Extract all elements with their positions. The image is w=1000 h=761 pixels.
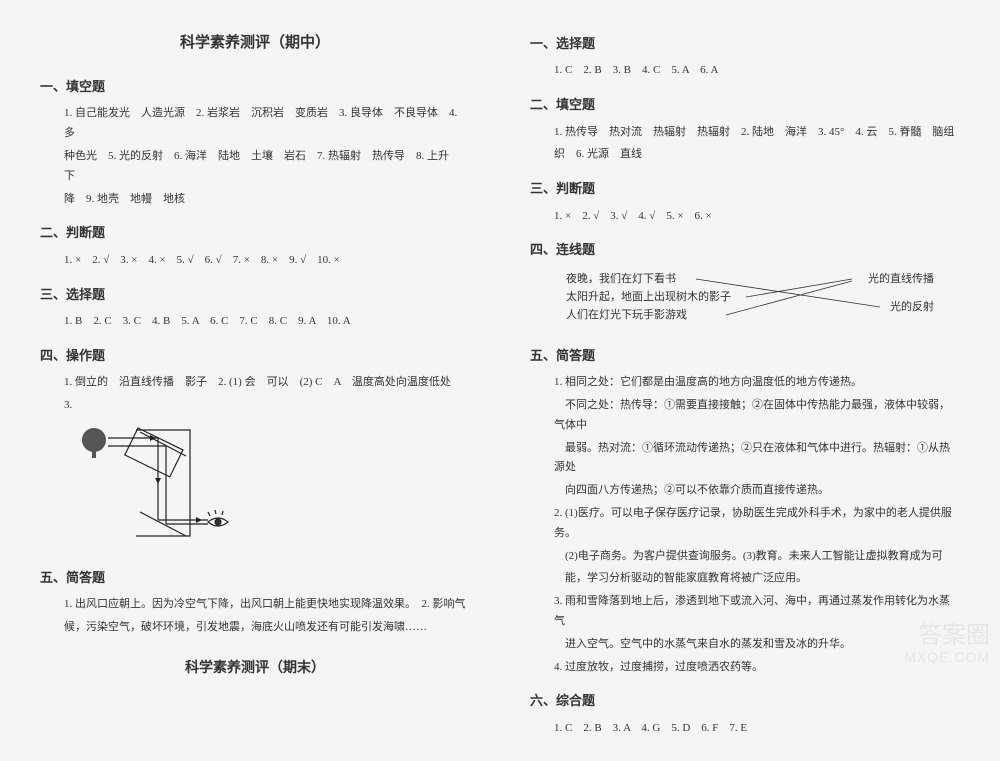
section-title: 三、选择题 bbox=[40, 283, 470, 306]
section-title: 四、连线题 bbox=[530, 238, 960, 261]
svg-text:光的直线传播: 光的直线传播 bbox=[868, 271, 934, 285]
content-line: 候，污染空气，破坏环境，引发地震，海底火山喷发还有可能引发海啸…… bbox=[40, 618, 470, 638]
section-title: 五、简答题 bbox=[40, 566, 470, 589]
content-line: (2)电子商务。为客户提供查询服务。(3)教育。未来人工智能让虚拟教育成为可 bbox=[530, 547, 960, 567]
content-line: 1. C 2. B 3. A 4. G 5. D 6. F 7. E bbox=[530, 719, 960, 739]
content-line: 1. × 2. √ 3. √ 4. √ 5. × 6. × bbox=[530, 207, 960, 227]
watermark-line1: 答案圈 bbox=[904, 623, 990, 649]
content-line: 1. 相同之处：它们都是由温度高的地方向温度低的地方传递热。 bbox=[530, 373, 960, 393]
section-title: 二、填空题 bbox=[530, 93, 960, 116]
content-line: 最弱。热对流：①循环流动传递热；②只在液体和气体中进行。热辐射：①从热源处 bbox=[530, 439, 960, 479]
sub-title: 科学素养测评（期末） bbox=[40, 656, 470, 681]
section-title: 一、填空题 bbox=[40, 75, 470, 98]
content-line: 3. 雨和雪降落到地上后，渗透到地下或流入河、海中，再通过蒸发作用转化为水蒸气 bbox=[530, 592, 960, 632]
content-line: 1. 出风口应朝上。因为冷空气下降，出风口朝上能更快地实现降温效果。 2. 影响… bbox=[40, 595, 470, 615]
section-title: 二、判断题 bbox=[40, 221, 470, 244]
section-title: 一、选择题 bbox=[530, 32, 960, 55]
content-line: 1. C 2. B 3. B 4. C 5. A 6. A bbox=[530, 61, 960, 81]
watermark: 答案圈 MXQE.COM bbox=[904, 623, 990, 665]
section-title: 四、操作题 bbox=[40, 344, 470, 367]
main-title: 科学素养测评（期中） bbox=[40, 30, 470, 57]
section-title: 六、综合题 bbox=[530, 689, 960, 712]
svg-text:光的反射: 光的反射 bbox=[890, 299, 934, 313]
section-title: 五、简答题 bbox=[530, 344, 960, 367]
watermark-line2: MXQE.COM bbox=[904, 650, 990, 665]
content-line: 1. 倒立的 沿直线传播 影子 2. (1) 会 可以 (2) C A 温度高处… bbox=[40, 373, 470, 393]
svg-text:太阳升起，地面上出现树木的影子: 太阳升起，地面上出现树木的影子 bbox=[566, 289, 731, 303]
content-line: 1. 热传导 热对流 热辐射 热辐射 2. 陆地 海洋 3. 45° 4. 云 … bbox=[530, 123, 960, 143]
content-line: 4. 过度放牧，过度捕捞，过度喷洒农药等。 bbox=[530, 658, 960, 678]
content-line: 织 6. 光源 直线 bbox=[530, 145, 960, 165]
svg-text:人们在灯光下玩手影游戏: 人们在灯光下玩手影游戏 bbox=[566, 307, 687, 321]
content-line: 1. 自己能发光 人造光源 2. 岩浆岩 沉积岩 变质岩 3. 良导体 不良导体… bbox=[40, 104, 470, 144]
content-line: 种色光 5. 光的反射 6. 海洋 陆地 土壤 岩石 7. 热辐射 热传导 8.… bbox=[40, 147, 470, 187]
matching-diagram: 夜晚，我们在灯下看书 太阳升起，地面上出现树木的影子 人们在灯光下玩手影游戏 光… bbox=[560, 268, 940, 332]
content-line: 降 9. 地壳 地幔 地核 bbox=[40, 190, 470, 210]
content-line: 3. bbox=[40, 396, 470, 416]
content-line: 1. B 2. C 3. C 4. B 5. A 6. C 7. C 8. C … bbox=[40, 312, 470, 332]
content-line: 不同之处：热传导：①需要直接接触；②在固体中传热能力最强，液体中较弱，气体中 bbox=[530, 396, 960, 436]
optics-diagram bbox=[80, 424, 230, 554]
section-title: 三、判断题 bbox=[530, 177, 960, 200]
content-line: 向四面八方传递热；②可以不依靠介质而直接传递热。 bbox=[530, 481, 960, 501]
content-line: 进入空气。空气中的水蒸气来自水的蒸发和雪及冰的升华。 bbox=[530, 635, 960, 655]
content-line: 能，学习分析驱动的智能家庭教育将被广泛应用。 bbox=[530, 569, 960, 589]
svg-text:夜晚，我们在灯下看书: 夜晚，我们在灯下看书 bbox=[566, 271, 676, 285]
content-line: 1. × 2. √ 3. × 4. × 5. √ 6. √ 7. × 8. × … bbox=[40, 251, 470, 271]
content-line: 2. (1)医疗。可以电子保存医疗记录，协助医生完成外科手术，为家中的老人提供服… bbox=[530, 504, 960, 544]
